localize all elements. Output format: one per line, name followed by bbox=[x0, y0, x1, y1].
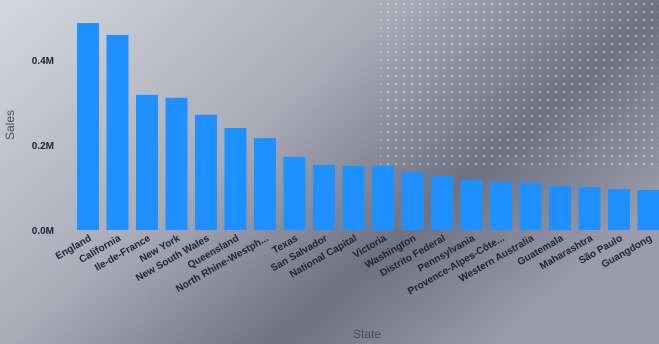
y-tick-label: 0.0M bbox=[32, 226, 54, 237]
bar bbox=[77, 23, 99, 231]
bar bbox=[106, 34, 129, 230]
bar bbox=[549, 185, 571, 230]
y-tick-label: 0.2M bbox=[32, 141, 54, 152]
bar bbox=[342, 165, 365, 230]
x-axis-title: State bbox=[353, 327, 381, 341]
bar bbox=[460, 179, 483, 230]
bar bbox=[195, 114, 217, 230]
bar bbox=[637, 190, 659, 230]
bar bbox=[165, 97, 188, 230]
bar bbox=[608, 189, 630, 230]
bar bbox=[313, 164, 335, 230]
bar bbox=[578, 187, 601, 230]
bar bbox=[224, 128, 247, 230]
y-tick-label: 0.4M bbox=[32, 56, 54, 67]
y-axis-title: Sales bbox=[3, 110, 17, 140]
bar bbox=[283, 156, 306, 230]
bar bbox=[490, 181, 512, 230]
bar bbox=[136, 94, 158, 230]
bar bbox=[431, 176, 453, 230]
bar bbox=[254, 138, 276, 230]
bar bbox=[401, 172, 424, 230]
background-map bbox=[380, 0, 659, 170]
bar bbox=[372, 165, 394, 230]
bar bbox=[519, 182, 542, 230]
